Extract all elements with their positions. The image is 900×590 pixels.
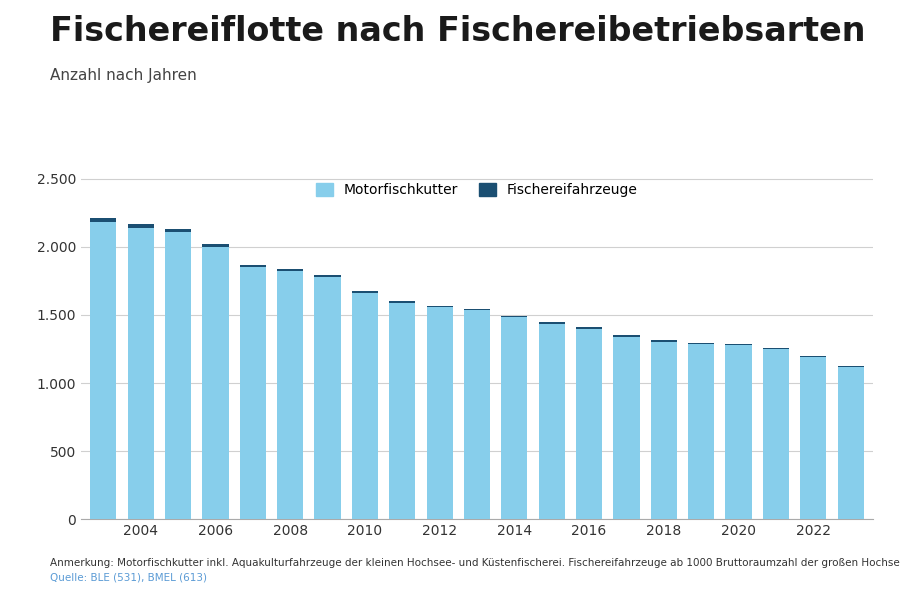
Bar xyxy=(501,316,527,317)
Text: Quelle: BLE (531), BMEL (613): Quelle: BLE (531), BMEL (613) xyxy=(50,572,206,582)
Bar xyxy=(576,327,602,329)
Bar xyxy=(90,218,116,222)
Bar xyxy=(501,317,527,519)
Bar xyxy=(538,324,565,519)
Bar xyxy=(651,342,677,519)
Bar xyxy=(725,343,752,345)
Bar xyxy=(90,222,116,519)
Bar xyxy=(688,343,715,344)
Bar xyxy=(725,345,752,519)
Bar xyxy=(128,224,154,228)
Bar xyxy=(614,337,640,519)
Legend: Motorfischkutter, Fischereifahrzeuge: Motorfischkutter, Fischereifahrzeuge xyxy=(312,179,642,202)
Bar xyxy=(538,323,565,324)
Text: Anzahl nach Jahren: Anzahl nach Jahren xyxy=(50,68,196,83)
Bar xyxy=(239,264,266,267)
Bar xyxy=(464,309,490,310)
Bar xyxy=(427,307,453,519)
Bar xyxy=(651,340,677,342)
Bar xyxy=(277,271,303,519)
Bar xyxy=(763,349,789,519)
Bar xyxy=(165,232,191,519)
Bar xyxy=(688,344,715,519)
Bar xyxy=(165,229,191,232)
Bar xyxy=(389,301,416,303)
Bar xyxy=(464,310,490,519)
Bar xyxy=(838,368,864,519)
Bar xyxy=(427,306,453,307)
Bar xyxy=(800,356,826,357)
Bar xyxy=(202,244,229,247)
Bar xyxy=(352,291,378,293)
Bar xyxy=(800,357,826,519)
Bar xyxy=(576,329,602,519)
Bar xyxy=(838,366,864,368)
Bar xyxy=(128,228,154,519)
Bar xyxy=(314,275,340,277)
Bar xyxy=(763,348,789,349)
Bar xyxy=(314,277,340,519)
Bar xyxy=(277,270,303,271)
Bar xyxy=(202,247,229,519)
Bar xyxy=(389,303,416,519)
Text: Fischereiflotte nach Fischereibetriebsarten: Fischereiflotte nach Fischereibetriebsar… xyxy=(50,15,865,48)
Bar xyxy=(614,335,640,337)
Bar xyxy=(352,293,378,519)
Bar xyxy=(239,267,266,519)
Text: Anmerkung: Motorfischkutter inkl. Aquakulturfahrzeuge der kleinen Hochsee- und K: Anmerkung: Motorfischkutter inkl. Aquaku… xyxy=(50,558,900,568)
